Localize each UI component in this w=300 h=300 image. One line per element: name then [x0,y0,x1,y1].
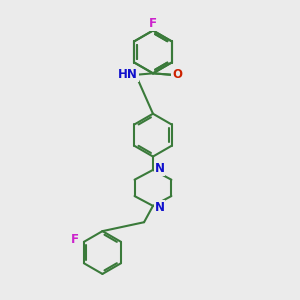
Text: N: N [154,162,164,175]
Text: F: F [149,17,157,31]
Text: F: F [71,233,79,246]
Text: N: N [154,201,164,214]
Text: O: O [172,68,182,81]
Text: HN: HN [118,68,138,81]
